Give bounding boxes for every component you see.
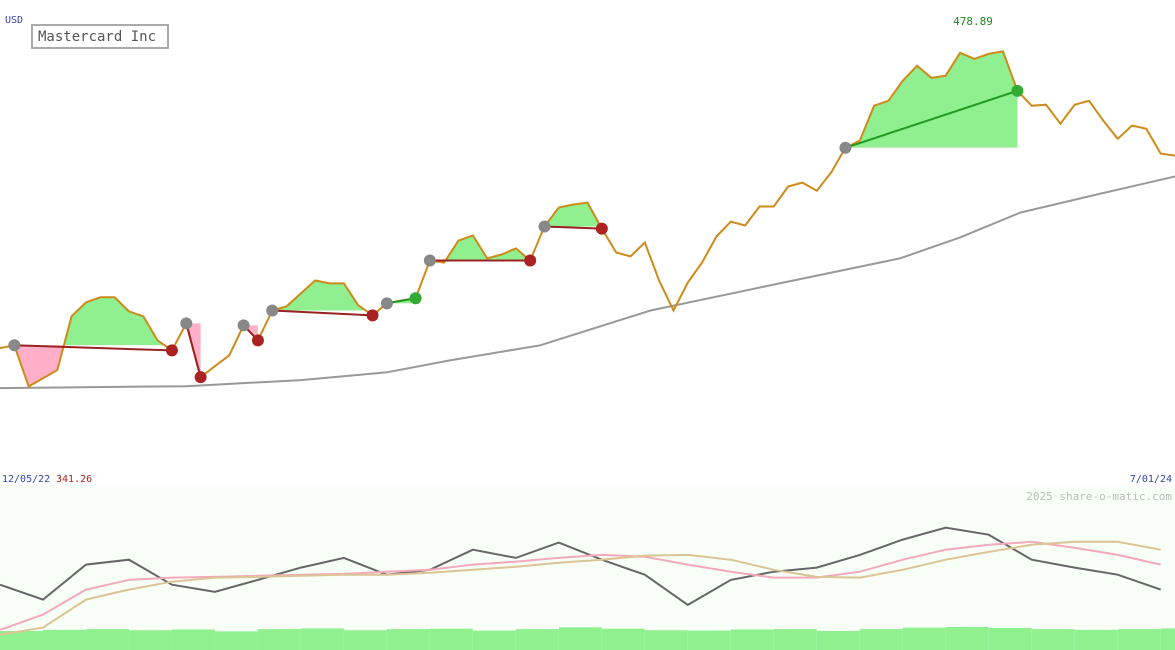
watermark: 2025 share-o-matic.com <box>1026 490 1172 503</box>
bar <box>988 627 1032 650</box>
exit-dot <box>194 371 207 384</box>
exit-dot <box>165 344 178 357</box>
entry-dot <box>266 304 279 317</box>
moving-average <box>0 175 1175 390</box>
trade-line <box>14 344 172 352</box>
bar <box>214 631 258 650</box>
bar <box>730 629 774 650</box>
chart-title: Mastercard Inc <box>38 29 156 45</box>
entry-dot <box>839 141 852 154</box>
bar <box>42 629 86 650</box>
bar <box>902 627 946 650</box>
bar <box>1117 629 1161 650</box>
series-line <box>0 526 1162 607</box>
gain-area <box>845 51 1018 148</box>
exit-dot <box>251 334 264 347</box>
trade-line <box>845 89 1018 149</box>
bar <box>1160 628 1175 650</box>
bar <box>472 630 516 650</box>
entry-dot <box>423 254 436 267</box>
series-line <box>0 540 1161 631</box>
gain-area <box>272 280 366 311</box>
entry-dot <box>237 319 250 332</box>
bar <box>343 630 387 650</box>
trade-line <box>272 309 373 317</box>
labels: USD Mastercard Inc 12/05/22 341.26 7/01/… <box>2 15 1172 503</box>
title-box <box>31 24 169 49</box>
entry-dot <box>538 220 551 233</box>
bar <box>128 630 172 650</box>
exit-dot <box>409 292 422 305</box>
trade-line <box>544 225 602 230</box>
bar <box>1031 629 1075 650</box>
bar <box>0 630 43 650</box>
bar <box>859 629 903 650</box>
bar <box>945 626 989 650</box>
bar <box>300 628 344 650</box>
bar <box>257 629 301 650</box>
gain-area <box>63 297 165 346</box>
loss-area <box>14 345 172 387</box>
bar <box>601 628 645 650</box>
entry-dot <box>8 339 21 352</box>
bar <box>558 627 602 650</box>
trade-marks <box>8 84 1024 384</box>
unit-label: USD <box>5 15 23 26</box>
bar <box>171 629 215 650</box>
exit-dot <box>1011 84 1024 97</box>
end-date: 7/01/24 <box>1130 474 1172 485</box>
bar <box>515 629 559 650</box>
bar <box>816 630 860 650</box>
exit-dot <box>524 254 537 267</box>
series-line <box>0 540 1161 636</box>
exit-dot <box>595 222 608 235</box>
entry-dot <box>380 297 393 310</box>
bar <box>687 630 731 650</box>
min-label: 341.26 <box>56 474 92 485</box>
bar <box>644 630 688 650</box>
bar <box>773 629 817 650</box>
start-date: 12/05/22 <box>2 474 50 485</box>
max-label: 478.89 <box>953 15 993 28</box>
lower-panel <box>0 487 1175 650</box>
bar <box>429 628 473 650</box>
bar <box>1074 629 1118 650</box>
bar <box>386 629 430 650</box>
trade-line <box>185 323 202 378</box>
exit-dot <box>366 309 379 322</box>
entry-dot <box>180 317 193 330</box>
bar <box>85 629 129 650</box>
lines <box>0 50 1175 650</box>
